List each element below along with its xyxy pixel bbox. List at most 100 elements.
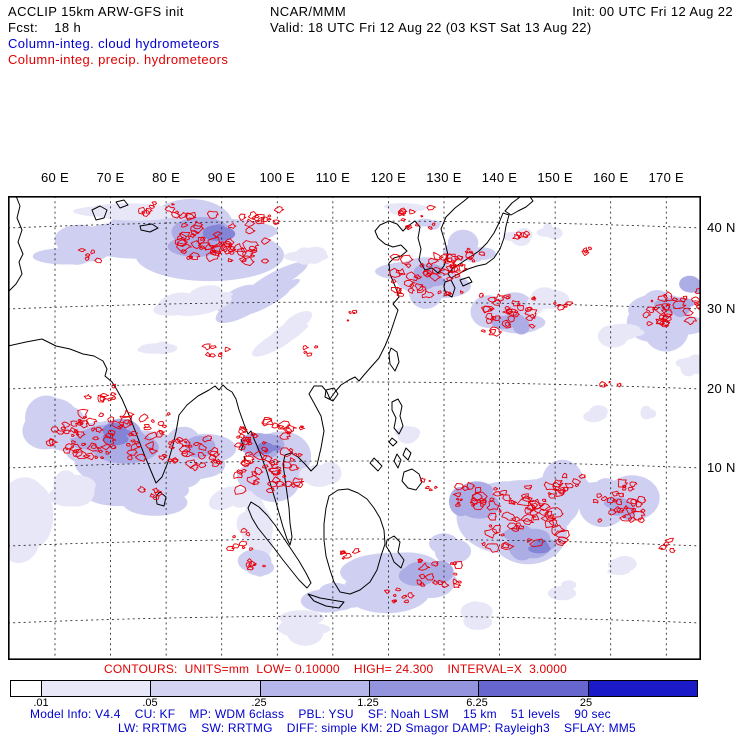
lon-label: 60 E	[41, 170, 69, 185]
precip-cluster	[201, 343, 231, 358]
cloud-blob	[449, 481, 500, 519]
precip-cluster	[658, 537, 676, 553]
lon-label: 170 E	[648, 170, 685, 185]
cloud-blob	[429, 533, 472, 564]
cloud-blob	[398, 560, 454, 586]
precip-cluster	[233, 426, 259, 448]
valid-time: Valid: 18 UTC Fri 12 Aug 22 (03 KST Sat …	[270, 20, 592, 35]
precip-cluster	[553, 301, 574, 311]
cloud-blob	[675, 354, 701, 377]
cloud-blob	[597, 323, 645, 348]
cloud-blob	[679, 275, 701, 294]
precip-cluster	[581, 246, 593, 257]
precip-cluster	[471, 481, 571, 553]
cloud-blob	[299, 461, 342, 487]
precip-cluster	[478, 292, 538, 337]
cloud-blob	[48, 470, 96, 507]
cloud-blob	[256, 442, 281, 455]
precip-cluster	[420, 477, 438, 492]
precip-cluster	[167, 435, 222, 472]
lat-label: 20 N	[707, 381, 736, 396]
cloud-field-label: Column-integ. cloud hydrometeors	[8, 36, 220, 51]
precip-cluster	[340, 548, 361, 560]
parallel-line	[8, 615, 701, 624]
cloud-blob	[526, 287, 570, 316]
lakes	[91, 199, 159, 233]
coastline-japan	[443, 196, 534, 298]
precip-cluster	[233, 416, 305, 495]
colorbar-segment	[369, 681, 480, 696]
cloud-blob	[283, 246, 329, 265]
precip-cluster	[137, 486, 163, 501]
parallel-line	[8, 301, 701, 310]
cloud-blob	[277, 610, 331, 646]
map-canvas	[8, 196, 701, 660]
forecast-hour: Fcst: 18 h	[8, 20, 82, 35]
cloud-blob	[415, 218, 441, 230]
lon-label: 120 E	[370, 170, 407, 185]
cloud-blob	[73, 203, 179, 221]
cloud-blob	[8, 477, 54, 563]
lat-label: 10 N	[707, 460, 736, 475]
graticule-layer	[8, 196, 701, 660]
cloud-blob	[32, 224, 111, 265]
precip-cluster	[397, 205, 436, 231]
init-time: Init: 00 UTC Fri 12 Aug 22	[572, 4, 733, 19]
model-info-line2: LW: RRTMG SW: RRTMG DIFF: simple KM: 2D …	[118, 721, 636, 735]
colorbar-tick-label: .25	[251, 697, 267, 709]
cloud-blob	[215, 261, 308, 324]
lon-label: 110 E	[315, 170, 351, 185]
map-area	[8, 196, 701, 660]
model-info-line1: Model Info: V4.4 CU: KF MP: WDM 6class P…	[30, 707, 611, 721]
precip-cluster	[456, 247, 486, 263]
parallel-line	[8, 460, 701, 469]
cloud-blob	[236, 496, 273, 560]
precip-cluster	[245, 558, 267, 571]
lat-label: 40 N	[707, 220, 736, 235]
cloud-blob	[502, 228, 533, 246]
cloud-blob	[536, 222, 563, 240]
plot-title: ACCLIP 15km ARW-GFS init	[8, 4, 184, 19]
precip-cluster	[416, 558, 463, 588]
coastline-mainland	[8, 196, 471, 546]
lon-label: 150 E	[537, 170, 573, 185]
cloud-blob	[583, 405, 608, 423]
lon-label: 100 E	[259, 170, 296, 185]
lon-label: 140 E	[481, 170, 518, 185]
colorbar	[10, 680, 698, 697]
precip-cluster	[226, 527, 254, 552]
precip-cluster	[346, 309, 358, 322]
colorbar-tick-label: 6.25	[466, 697, 488, 709]
contour-info: CONTOURS: UNITS=mm LOW= 0.10000 HIGH= 24…	[104, 662, 568, 676]
precip-cluster	[552, 472, 586, 495]
lon-label: 90 E	[207, 170, 236, 185]
precip-cluster	[453, 481, 483, 507]
precip-cluster	[599, 380, 622, 388]
cloud-blob	[153, 285, 233, 316]
precip-cluster	[77, 248, 103, 264]
colorbar-segment	[479, 681, 589, 696]
colorbar-segment	[588, 681, 697, 696]
cloud-blob	[460, 601, 493, 630]
cloud-blob	[640, 405, 657, 420]
cloud-blob	[607, 556, 637, 575]
parallel-line	[8, 538, 701, 547]
parallel-line	[8, 220, 701, 229]
precip-cluster	[45, 418, 84, 447]
precip-cluster	[642, 291, 697, 328]
colorbar-segment	[151, 681, 261, 696]
lat-label: 30 N	[707, 301, 736, 316]
precip-contour-layer	[45, 201, 701, 604]
parallel-line	[8, 381, 701, 390]
colorbar-tick-label: 25	[579, 697, 593, 709]
precip-field-label: Column-integ. precip. hydrometeors	[8, 52, 229, 67]
precip-cluster	[389, 251, 468, 299]
cloud-blob	[395, 426, 421, 444]
cloud-blob	[137, 341, 178, 355]
cloud-shading-layer	[8, 199, 701, 646]
cloud-blob	[252, 311, 313, 357]
precip-cluster	[254, 206, 285, 225]
colorbar-tick-label: .01	[33, 697, 49, 709]
lon-label: 130 E	[426, 170, 462, 185]
colorbar-tick-label: 1.25	[357, 697, 379, 709]
